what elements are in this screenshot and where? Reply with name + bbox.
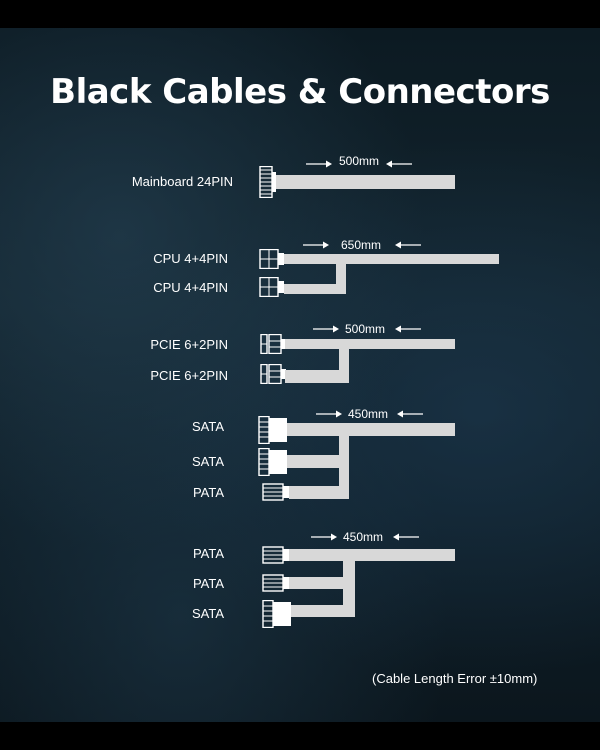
right-arrow-icon	[311, 533, 337, 541]
right-arrow-icon	[313, 325, 339, 333]
cable-sata-main	[287, 423, 455, 436]
sata-connector-icon	[258, 448, 287, 476]
left-arrow-icon	[395, 241, 421, 249]
cpu-4plus4-connector-icon	[259, 249, 284, 269]
sata-connector-icon	[262, 600, 291, 628]
connector-label-pata-1: PATA	[192, 485, 224, 500]
pcie-6plus2-connector-icon	[260, 334, 286, 354]
sata-connector-icon	[258, 416, 287, 444]
connector-label-mainboard: Mainboard 24PIN	[131, 174, 233, 189]
connector-label-sata-3: SATA	[191, 606, 224, 621]
left-arrow-icon	[393, 533, 419, 541]
cable-sata-branch	[287, 455, 349, 468]
pata-molex-connector-icon	[262, 483, 289, 501]
cpu-4plus4-connector-icon	[259, 277, 284, 297]
pata-molex-connector-icon	[262, 546, 289, 564]
right-arrow-icon	[303, 241, 329, 249]
left-arrow-icon	[395, 325, 421, 333]
pcie-6plus2-connector-icon	[260, 364, 286, 384]
cable-cpu-branch	[284, 284, 346, 294]
connector-label-cpu-1: CPU 4+4PIN	[153, 251, 228, 266]
cable-cpu-branch-vertical	[336, 262, 346, 294]
connector-label-cpu-2: CPU 4+4PIN	[153, 280, 228, 295]
cable-pcie-main	[285, 339, 455, 349]
cable-pata-branch	[289, 577, 355, 589]
cable-pata-branch-vertical	[343, 561, 355, 617]
connector-label-sata-2: SATA	[191, 454, 224, 469]
connector-label-pata-3: PATA	[192, 576, 224, 591]
cable-pata-main	[289, 549, 455, 561]
connector-label-pcie-1: PCIE 6+2PIN	[150, 337, 228, 352]
length-label-mainboard: 500mm	[339, 154, 380, 168]
length-label-cpu: 650mm	[341, 238, 382, 252]
right-arrow-icon	[306, 160, 332, 168]
length-label-pcie: 500mm	[345, 322, 386, 336]
left-arrow-icon	[397, 410, 423, 418]
atx-24pin-connector-icon	[259, 166, 276, 198]
connector-label-pcie-2: PCIE 6+2PIN	[150, 368, 228, 383]
connector-label-sata-1: SATA	[191, 419, 224, 434]
length-label-sata-group: 450mm	[348, 407, 389, 421]
cable-pata-branch	[289, 486, 349, 499]
cable-mainboard	[276, 175, 455, 189]
pata-molex-connector-icon	[262, 574, 289, 592]
cable-sata-branch-2	[291, 605, 355, 617]
cable-cpu-main	[284, 254, 499, 264]
cable-pcie-branch-vertical	[339, 349, 349, 383]
cable-length-error-note: (Cable Length Error ±10mm)	[372, 671, 538, 686]
length-label-pata-group: 450mm	[343, 530, 384, 544]
page-title: Black Cables & Connectors	[50, 72, 550, 112]
right-arrow-icon	[316, 410, 342, 418]
connector-label-pata-2: PATA	[192, 546, 224, 561]
cable-pcie-branch	[285, 370, 349, 383]
left-arrow-icon	[386, 160, 412, 168]
